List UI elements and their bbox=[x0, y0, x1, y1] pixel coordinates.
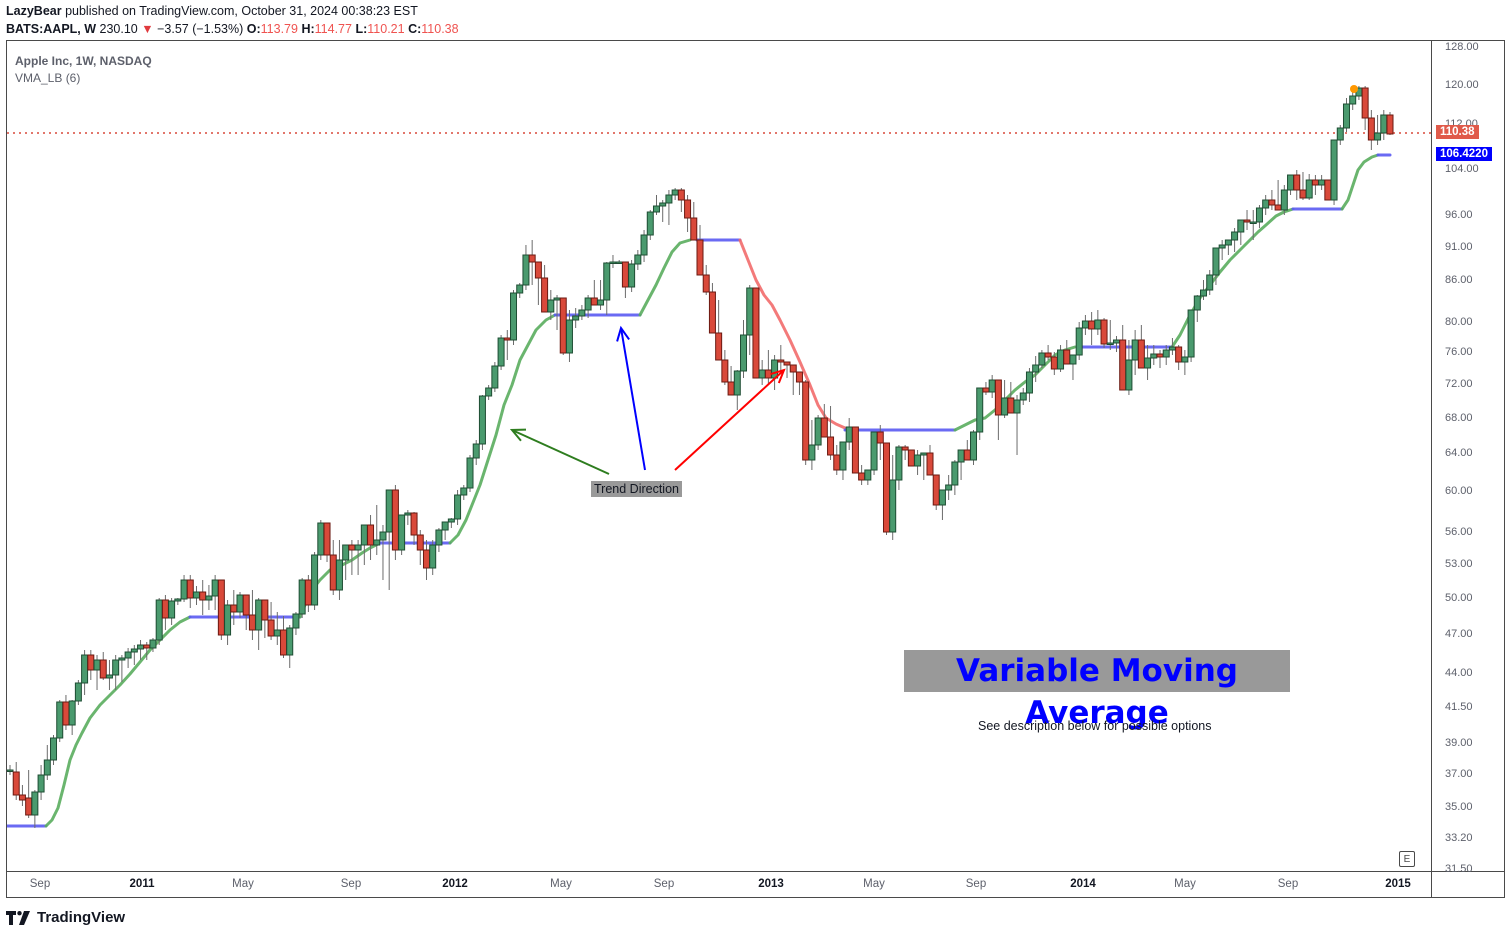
time-tick: Sep bbox=[29, 878, 51, 890]
price-tick: 128.00 bbox=[1445, 41, 1479, 53]
time-tick: May bbox=[863, 878, 885, 890]
price-tick: 91.00 bbox=[1445, 241, 1473, 253]
trend-arrows bbox=[509, 325, 786, 475]
earnings-icon[interactable]: E bbox=[1399, 851, 1415, 867]
open-label: O: bbox=[246, 22, 261, 36]
time-tick: May bbox=[1174, 878, 1196, 890]
candlestick-series bbox=[7, 86, 1394, 828]
price-tick: 47.00 bbox=[1445, 628, 1473, 640]
price-tick: 72.00 bbox=[1445, 378, 1473, 390]
trend-direction-label: Trend Direction bbox=[591, 481, 682, 497]
last-close-tag: 110.38 bbox=[1436, 125, 1479, 139]
time-tick: Sep bbox=[340, 878, 362, 890]
tradingview-logo-icon bbox=[6, 910, 30, 925]
price-tick: 33.20 bbox=[1445, 832, 1473, 844]
price-tick: 120.00 bbox=[1445, 79, 1479, 91]
legend-title: Apple Inc, 1W, NASDAQ bbox=[15, 54, 152, 68]
time-tick: 2012 bbox=[442, 878, 468, 890]
price-tick: 86.00 bbox=[1445, 274, 1473, 286]
chart-frame bbox=[6, 40, 1505, 898]
time-axis-divider bbox=[6, 871, 1505, 872]
time-tick: 2013 bbox=[758, 878, 784, 890]
vma-value-tag: 106.4220 bbox=[1436, 147, 1492, 161]
low-value: 110.21 bbox=[367, 22, 405, 36]
time-tick: 2014 bbox=[1070, 878, 1096, 890]
time-tick: 2015 bbox=[1385, 878, 1411, 890]
price-tick: 50.00 bbox=[1445, 592, 1473, 604]
vma-subtitle: See description below for possible optio… bbox=[978, 719, 1212, 733]
vma-title-banner: Variable Moving Average bbox=[904, 650, 1290, 731]
price-tick: 56.00 bbox=[1445, 526, 1473, 538]
high-value: 114.77 bbox=[314, 22, 352, 36]
price-tick: 37.00 bbox=[1445, 768, 1473, 780]
time-tick: May bbox=[232, 878, 254, 890]
time-tick: Sep bbox=[965, 878, 987, 890]
price-tick: 35.00 bbox=[1445, 801, 1473, 813]
price-tick: 41.50 bbox=[1445, 701, 1473, 713]
low-label: L: bbox=[355, 22, 368, 36]
price-tick: 53.00 bbox=[1445, 558, 1473, 570]
down-arrow-icon: ▼ bbox=[141, 22, 154, 36]
price-tick: 44.00 bbox=[1445, 667, 1473, 679]
high-marker-dot bbox=[1350, 85, 1358, 93]
tradingview-logo[interactable]: TradingView bbox=[6, 909, 125, 926]
legend-indicator[interactable]: VMA_LB (6) bbox=[15, 71, 81, 85]
symbol-info: BATS:AAPL, W 230.10 ▼ −3.57 (−1.53%) O:1… bbox=[6, 22, 459, 36]
symbol: BATS:AAPL, W bbox=[6, 22, 97, 36]
price-tick: 39.00 bbox=[1445, 737, 1473, 749]
open-value: 113.79 bbox=[260, 22, 298, 36]
price-tick: 68.00 bbox=[1445, 412, 1473, 424]
last-price: 230.10 bbox=[99, 22, 138, 36]
price-tick: 104.00 bbox=[1445, 163, 1479, 175]
price-tick: 60.00 bbox=[1445, 485, 1473, 497]
price-tick: 76.00 bbox=[1445, 346, 1473, 358]
publish-info: LazyBear published on TradingView.com, O… bbox=[6, 4, 418, 18]
tradingview-brand: TradingView bbox=[37, 909, 126, 926]
close-value: 110.38 bbox=[421, 22, 459, 36]
published-text: published on TradingView.com, October 31… bbox=[65, 4, 418, 18]
high-label: H: bbox=[301, 22, 315, 36]
close-label: C: bbox=[408, 22, 422, 36]
time-tick: Sep bbox=[653, 878, 675, 890]
price-tick: 31.50 bbox=[1445, 863, 1473, 875]
time-tick: 2011 bbox=[129, 878, 155, 890]
price-axis-divider bbox=[1431, 40, 1432, 898]
price-tick: 80.00 bbox=[1445, 316, 1473, 328]
chart-legend[interactable]: Apple Inc, 1W, NASDAQ VMA_LB (6) bbox=[15, 53, 152, 87]
time-tick: Sep bbox=[1277, 878, 1299, 890]
time-tick: May bbox=[550, 878, 572, 890]
price-change: −3.57 (−1.53%) bbox=[157, 22, 244, 36]
price-tick: 96.00 bbox=[1445, 209, 1473, 221]
publisher-name: LazyBear bbox=[6, 4, 62, 18]
price-tick: 64.00 bbox=[1445, 447, 1473, 459]
